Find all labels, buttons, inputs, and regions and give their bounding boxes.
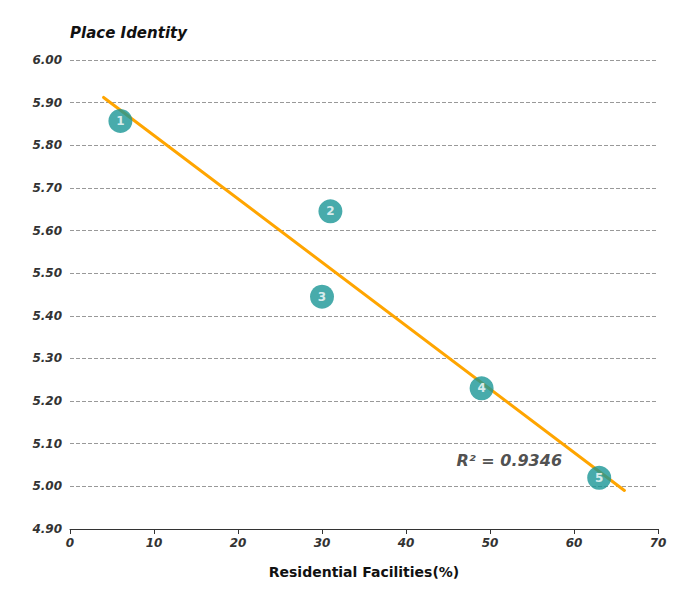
svg-text:5.10: 5.10 [32,437,62,451]
svg-text:5.20: 5.20 [32,394,62,408]
svg-text:5.70: 5.70 [32,181,62,195]
svg-text:40: 40 [397,536,415,550]
svg-text:5: 5 [595,471,603,485]
svg-text:Residential Facilities(%): Residential Facilities(%) [269,564,460,580]
svg-text:70: 70 [650,536,667,550]
svg-text:60: 60 [566,536,583,550]
svg-text:Place Identity: Place Identity [70,24,188,42]
svg-text:5.00: 5.00 [32,479,62,493]
svg-text:4.90: 4.90 [31,522,62,536]
svg-text:5.90: 5.90 [32,96,62,110]
svg-text:5.40: 5.40 [32,309,62,323]
svg-text:2: 2 [326,204,334,218]
svg-text:5.50: 5.50 [32,266,62,280]
svg-text:0: 0 [66,536,74,550]
svg-text:30: 30 [314,536,331,550]
svg-text:5.60: 5.60 [32,224,62,238]
svg-text:6.00: 6.00 [32,53,62,67]
svg-text:20: 20 [230,536,247,550]
svg-text:50: 50 [482,536,499,550]
svg-text:1: 1 [116,114,124,128]
svg-text:3: 3 [318,290,326,304]
svg-text:5.80: 5.80 [32,138,62,152]
svg-text:R² = 0.9346: R² = 0.9346 [456,451,562,470]
svg-text:5.30: 5.30 [32,351,62,365]
svg-text:4: 4 [477,381,485,395]
svg-text:10: 10 [146,536,163,550]
